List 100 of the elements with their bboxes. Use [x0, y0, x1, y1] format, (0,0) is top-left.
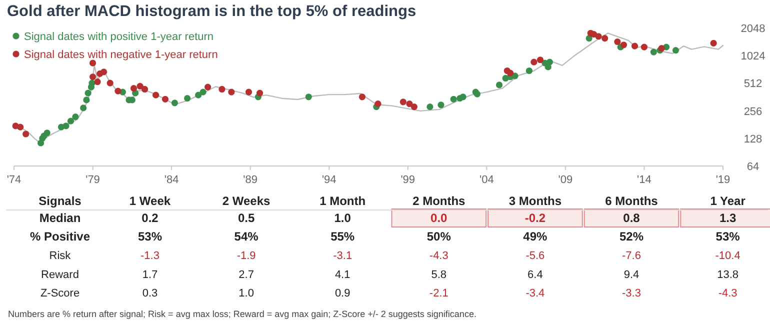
point — [614, 38, 621, 46]
x-tick-label: '79 — [86, 174, 100, 186]
text: -10.4 — [715, 250, 740, 262]
point — [94, 78, 101, 86]
point — [256, 90, 264, 96]
text: 9.4 — [624, 268, 640, 281]
text: -3.4 — [526, 287, 545, 300]
point — [88, 80, 96, 86]
y-tick-label: 2048 — [740, 23, 766, 35]
x-tick-label: '04 — [479, 174, 494, 186]
text: 0.9 — [334, 287, 350, 300]
text: 0.8 — [623, 211, 640, 225]
text: 49% — [523, 230, 548, 244]
y-tick-label: 64 — [746, 161, 760, 173]
point — [710, 40, 717, 46]
point — [200, 88, 206, 96]
chart-title: Gold after MACD histogram is in the top 5% of readings — [7, 3, 416, 20]
point — [640, 44, 648, 50]
text: -4.3 — [718, 287, 738, 300]
legend-label: Signal dates with positive 1-year return — [24, 31, 214, 43]
point — [22, 130, 30, 138]
point — [141, 86, 148, 93]
point — [228, 88, 235, 96]
point — [17, 124, 24, 130]
point — [546, 58, 553, 66]
point — [171, 100, 178, 106]
point — [400, 98, 406, 106]
point — [83, 96, 90, 104]
point — [602, 35, 608, 42]
point — [438, 102, 444, 108]
point — [195, 92, 202, 98]
category-label: 1 Year — [710, 194, 746, 208]
category-label: 2 Months — [412, 194, 466, 208]
y-tick-label: 1024 — [740, 50, 766, 63]
point — [410, 104, 418, 110]
point — [136, 82, 144, 90]
x-tick-label: '89 — [243, 174, 258, 186]
point — [44, 130, 50, 136]
text: -2.1 — [429, 287, 448, 300]
text: 4.1 — [334, 268, 350, 281]
y-tick-label: 128 — [744, 133, 762, 146]
point — [358, 94, 366, 100]
point — [80, 104, 87, 112]
text: 50% — [426, 230, 451, 244]
category-label: Reward — [41, 268, 79, 281]
category-label: 1 Month — [320, 194, 366, 208]
x-tick-label: '19 — [716, 174, 730, 186]
point — [62, 122, 70, 130]
text: 1.7 — [142, 268, 158, 281]
point — [72, 114, 79, 120]
text: 5.8 — [431, 268, 447, 281]
text: -0.2 — [524, 211, 546, 225]
point — [184, 95, 191, 102]
point — [590, 30, 598, 38]
text: 1.0 — [238, 287, 254, 300]
point — [620, 42, 628, 48]
point — [526, 67, 533, 74]
text: -3.3 — [622, 287, 641, 300]
category-label: 2 Weeks — [222, 194, 271, 208]
point — [106, 80, 114, 86]
y-tick-label: 512 — [744, 78, 762, 90]
point — [114, 88, 122, 94]
category-label: 6 Months — [605, 194, 658, 208]
text: 0.2 — [142, 211, 158, 225]
text: -1.9 — [236, 250, 256, 262]
point — [100, 68, 108, 76]
point — [89, 60, 96, 66]
point — [460, 94, 466, 100]
text: 55% — [330, 230, 355, 244]
text: 6.4 — [528, 268, 543, 281]
point — [507, 70, 514, 76]
point — [406, 100, 413, 108]
text: 53% — [138, 230, 162, 244]
point — [84, 90, 92, 96]
text: 0.5 — [238, 211, 255, 225]
x-tick-label: '94 — [322, 174, 336, 186]
text: 0.3 — [142, 287, 158, 300]
point — [650, 48, 657, 56]
point — [130, 85, 138, 92]
legend-label: Signal dates with negative 1-year return — [24, 49, 218, 61]
point — [305, 94, 312, 100]
text: 52% — [619, 230, 644, 244]
point — [204, 84, 212, 90]
point — [245, 88, 252, 96]
text: -5.6 — [526, 250, 545, 262]
text: 0.0 — [430, 211, 448, 225]
point — [89, 74, 96, 80]
point — [450, 96, 457, 102]
x-tick-label: '74 — [6, 174, 22, 186]
text: 2.7 — [238, 268, 254, 281]
text: Numbers are % return after signal; Risk = avg max loss; Reward = avg max gain; Z-Score +/- 2 suggests significance. — [8, 309, 476, 319]
point — [67, 118, 74, 124]
category-label: 3 Months — [508, 194, 562, 208]
x-tick-label: '84 — [164, 174, 179, 186]
category-label: % Positive — [30, 230, 90, 244]
point — [536, 56, 544, 64]
point — [530, 58, 538, 66]
point — [595, 33, 602, 40]
text: -7.6 — [622, 250, 641, 262]
category-label: Z-Score — [40, 287, 80, 300]
